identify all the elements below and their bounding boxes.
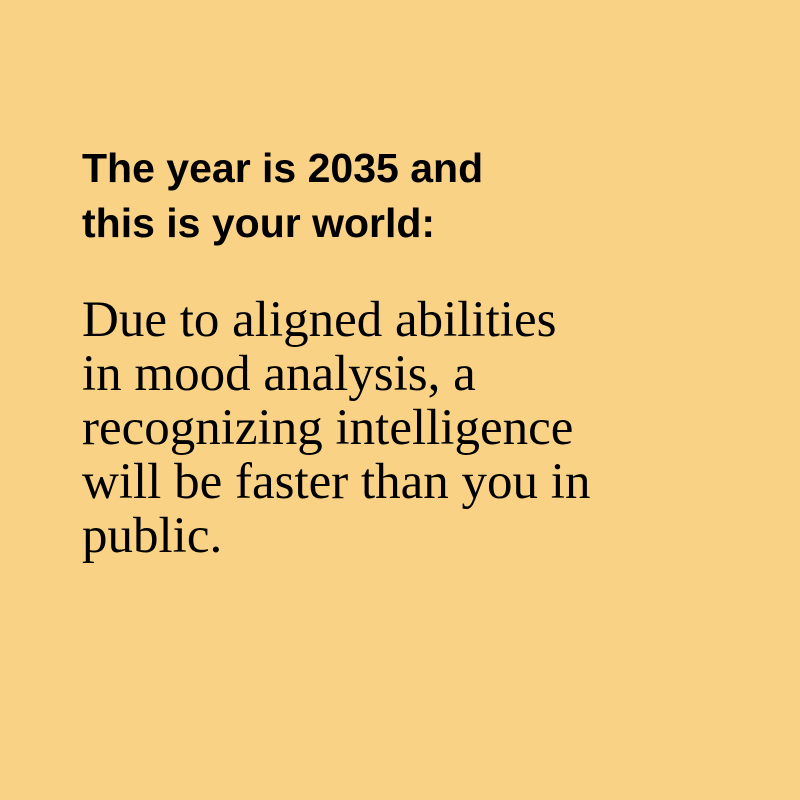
body-line-2: in mood analysis, a bbox=[82, 346, 476, 402]
body-text: Due to aligned abilities in mood analysi… bbox=[82, 293, 772, 563]
body-line-3: recognizing intelligence bbox=[82, 400, 574, 456]
body-line-5: public. bbox=[82, 508, 223, 564]
body-line-1: Due to aligned abilities bbox=[82, 292, 557, 348]
heading-line-1: The year is 2035 and bbox=[82, 145, 484, 191]
heading: The year is 2035 and this is your world: bbox=[82, 141, 762, 251]
body-line-4: will be faster than you in bbox=[82, 454, 591, 510]
heading-line-2: this is your world: bbox=[82, 200, 436, 246]
